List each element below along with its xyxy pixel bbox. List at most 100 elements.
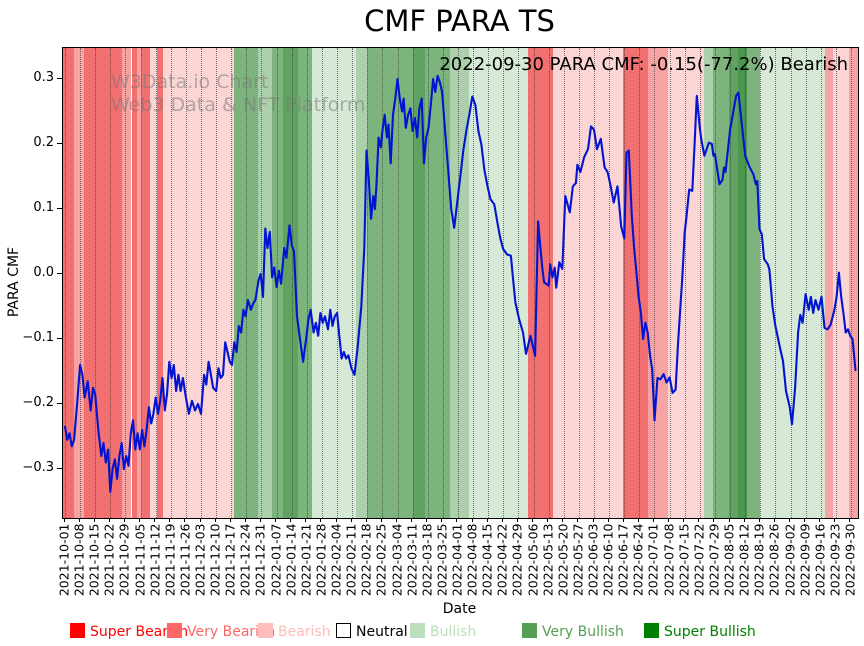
x-tick-mark [365,518,367,522]
x-tick-label: 2022-01-28 [313,523,329,597]
sentiment-band-bearish [163,48,235,518]
x-tick-label: 2022-08-12 [736,523,752,597]
gridline [442,48,444,518]
x-tick-label: 2022-05-13 [540,523,556,597]
gridline [246,48,248,518]
x-tick-mark [139,518,141,522]
sentiment-band-very-bullish-dark [728,48,738,518]
x-tick-label: 2021-10-29 [116,523,132,597]
sentiment-band-very-bearish [157,48,164,518]
x-tick-label: 2022-02-11 [343,523,359,597]
gridline [170,48,172,518]
sentiment-band-bearish [668,48,705,518]
x-tick-label: 2022-06-24 [630,523,646,597]
sentiment-band-bullish-mid [449,48,469,518]
x-tick-label: 2021-12-17 [222,523,238,597]
watermark: W3Data.io Chart Web3 Data & NFT Platform [111,71,365,117]
x-tick-label: 2021-12-24 [237,523,253,597]
sentiment-band-very-bearish-light [849,48,858,518]
x-tick-label: 2022-03-18 [419,523,435,597]
x-tick-label: 2022-09-09 [797,523,813,597]
y-tick-label: −0.3 [22,460,54,475]
x-tick-mark [758,518,760,522]
x-tick-mark [63,518,65,522]
legend-label: Super Bullish [664,624,756,640]
sentiment-band-very-bullish-dark [412,48,426,518]
y-tick-mark [57,208,62,209]
sentiment-band-bullish-mid [704,48,714,518]
y-tick-label: 0.2 [33,135,54,150]
sentiment-band-very-bearish-light [74,48,84,518]
x-tick-label: 2022-04-15 [479,523,495,597]
x-tick-label: 2022-04-29 [509,523,525,597]
x-tick-label: 2022-07-22 [691,523,707,597]
sentiment-band-very-bearish-light [136,48,142,518]
x-tick-label: 2021-11-19 [162,523,178,597]
x-tick-mark [789,518,791,522]
gridline [412,48,414,518]
x-tick-mark [411,518,413,522]
x-tick-mark [652,518,654,522]
gridline [352,48,354,518]
legend-label: Bullish [430,624,477,640]
legend-label: Very Bearish [187,624,276,640]
x-tick-label: 2021-10-22 [101,523,117,597]
x-tick-mark [275,518,277,522]
x-tick-mark [637,518,639,522]
x-tick-mark [184,518,186,522]
gridline [518,48,520,518]
gridline [397,48,399,518]
x-tick-mark [78,518,80,522]
gridline [382,48,384,518]
gridline [306,48,308,518]
x-tick-label: 2022-07-15 [676,523,692,597]
sentiment-band-bearish [149,48,158,518]
gridline [699,48,701,518]
x-tick-label: 2022-07-01 [645,523,661,597]
gridline [714,48,716,518]
sentiment-band-very-bearish-light [824,48,833,518]
gridline [65,48,66,518]
y-tick-label: 0.0 [33,265,54,280]
legend-label: Very Bullish [542,624,624,640]
x-tick-label: 2021-12-10 [207,523,223,597]
x-tick-label: 2021-12-03 [192,523,208,597]
cmf-line [63,74,857,493]
gridline [760,48,762,518]
gridline [563,48,565,518]
legend-swatch-icon [258,623,273,638]
x-tick-label: 2021-11-12 [147,523,163,597]
x-tick-label: 2022-08-05 [721,523,737,597]
legend-item-super-bullish: Super Bullish [644,621,756,640]
gridline [201,48,203,518]
gridline [140,48,142,518]
legend-item-very-bearish: Very Bearish [167,621,276,640]
x-tick-mark [380,518,382,522]
legend-swatch-icon [644,623,659,638]
sentiment-band-very-bearish [141,48,150,518]
y-axis-label: PARA CMF [6,246,22,318]
x-tick-label: 2022-02-18 [358,523,374,597]
y-tick-label: 0.3 [33,70,54,85]
gridline [654,48,656,518]
x-tick-mark [562,518,564,522]
x-tick-mark [773,518,775,522]
x-tick-mark [335,518,337,522]
y-tick-mark [57,143,62,144]
sentiment-band-very-bearish [63,48,75,518]
x-tick-label: 2021-10-01 [56,523,72,597]
x-tick-mark [305,518,307,522]
legend-item-bearish: Bearish [258,621,331,640]
x-tick-mark [501,518,503,522]
legend-swatch-icon [70,623,85,638]
legend-item-super-bearish: Super Bearish [70,621,188,640]
x-tick-label: 2022-08-26 [766,523,782,597]
gridline [321,48,323,518]
x-tick-label: 2021-12-31 [252,523,268,597]
gridline [231,48,233,518]
x-tick-mark [244,518,246,522]
gridline [110,48,112,518]
gridline [95,48,97,518]
gridline [337,48,339,518]
